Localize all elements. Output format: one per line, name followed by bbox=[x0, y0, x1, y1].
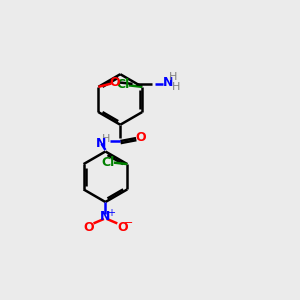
Text: +: + bbox=[107, 208, 115, 218]
Text: O: O bbox=[117, 221, 128, 234]
Text: N: N bbox=[100, 210, 111, 223]
Text: N: N bbox=[163, 76, 173, 89]
Text: H: H bbox=[172, 82, 181, 92]
Text: O: O bbox=[84, 221, 94, 234]
Text: H: H bbox=[169, 72, 178, 82]
Text: Cl: Cl bbox=[116, 78, 130, 91]
Text: H: H bbox=[102, 134, 110, 144]
Text: O: O bbox=[136, 131, 146, 144]
Text: N: N bbox=[96, 137, 107, 150]
Text: −: − bbox=[124, 218, 133, 228]
Text: Cl: Cl bbox=[101, 155, 115, 169]
Text: O: O bbox=[110, 76, 120, 89]
